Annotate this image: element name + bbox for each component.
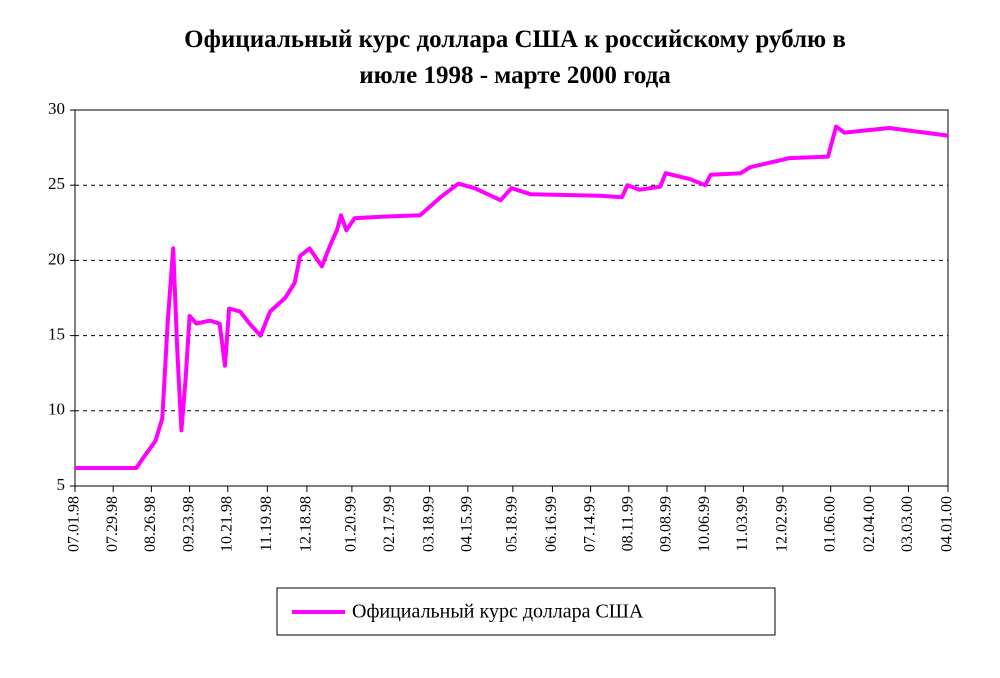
y-tick-label: 10 bbox=[48, 400, 65, 419]
x-tick-label: 09.23.98 bbox=[180, 496, 197, 552]
legend-box bbox=[276, 587, 776, 636]
x-tick-label: 03.18.99 bbox=[420, 496, 437, 552]
x-tick-label: 09.08.99 bbox=[658, 496, 675, 552]
legend-label: Официальный курс доллара США bbox=[352, 601, 644, 623]
x-tick-label: 04.01.00 bbox=[939, 496, 956, 552]
x-tick-label: 03.03.00 bbox=[899, 496, 916, 552]
x-tick-label: 06.16.99 bbox=[543, 496, 560, 552]
x-tick-label: 07.29.98 bbox=[104, 496, 121, 552]
y-tick-label: 30 bbox=[48, 99, 65, 118]
x-tick-label: 12.02.99 bbox=[774, 496, 791, 552]
x-tick-label: 08.26.98 bbox=[142, 496, 159, 552]
y-tick-label: 5 bbox=[57, 475, 66, 494]
x-tick-label: 08.11.99 bbox=[619, 496, 636, 551]
y-tick-label: 25 bbox=[48, 174, 65, 193]
chart-title: Официальный курс доллара США к российско… bbox=[184, 26, 846, 89]
x-tick-label: 01.06.00 bbox=[821, 496, 838, 552]
x-tick-label: 05.18.99 bbox=[504, 496, 521, 552]
x-tick-label: 10.21.98 bbox=[218, 496, 235, 552]
data-line bbox=[75, 124, 949, 470]
x-tick-label: 10.06.99 bbox=[696, 496, 713, 552]
x-tick-label: 02.17.99 bbox=[381, 496, 398, 552]
x-tick-label: 04.15.99 bbox=[459, 496, 476, 552]
x-tick-label: 02.04.00 bbox=[861, 496, 878, 552]
x-tick-label: 07.14.99 bbox=[581, 496, 598, 552]
x-tick-label: 01.20.99 bbox=[343, 496, 360, 552]
x-tick-label: 07.01.98 bbox=[66, 496, 83, 552]
plot-frame bbox=[74, 109, 949, 487]
x-tick-label: 11.03.99 bbox=[734, 496, 751, 551]
x-tick-label: 11.19.98 bbox=[258, 496, 275, 551]
x-tick-label: 12.18.98 bbox=[298, 496, 315, 552]
y-tick-label: 15 bbox=[48, 325, 65, 344]
y-tick-label: 20 bbox=[48, 249, 65, 268]
